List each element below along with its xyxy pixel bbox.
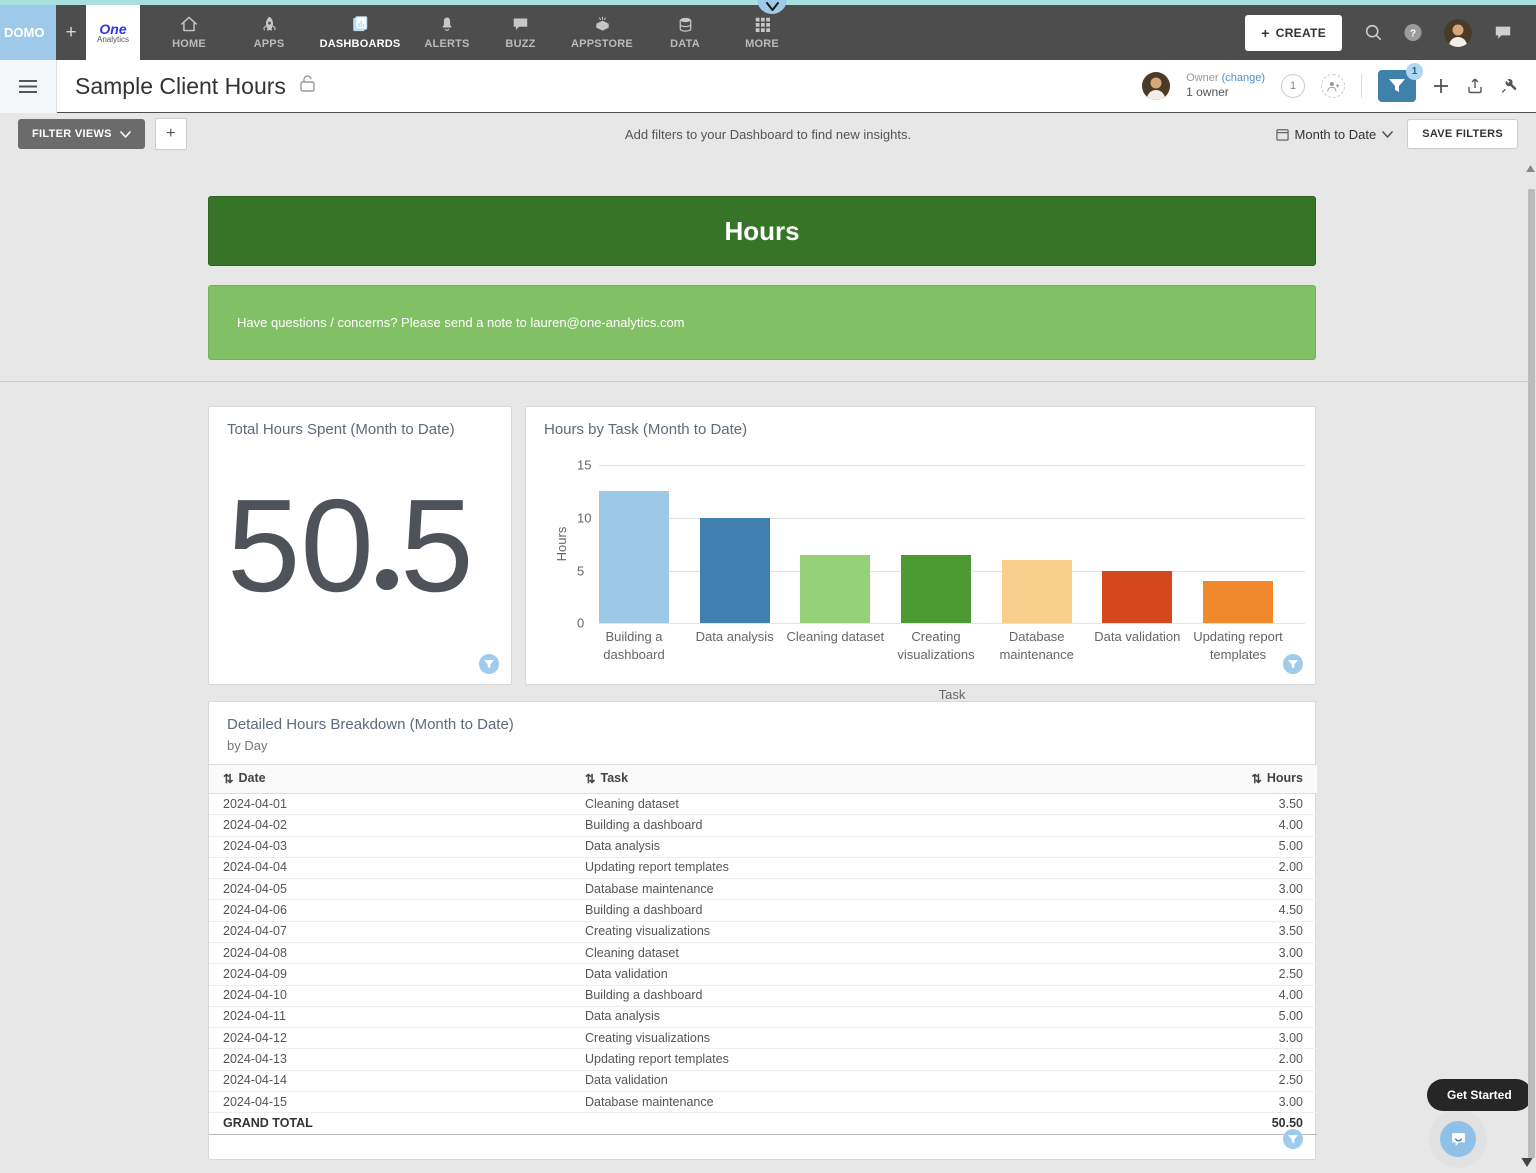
svg-text:?: ? [1410, 29, 1416, 40]
svg-text:DOMO: DOMO [4, 26, 44, 39]
